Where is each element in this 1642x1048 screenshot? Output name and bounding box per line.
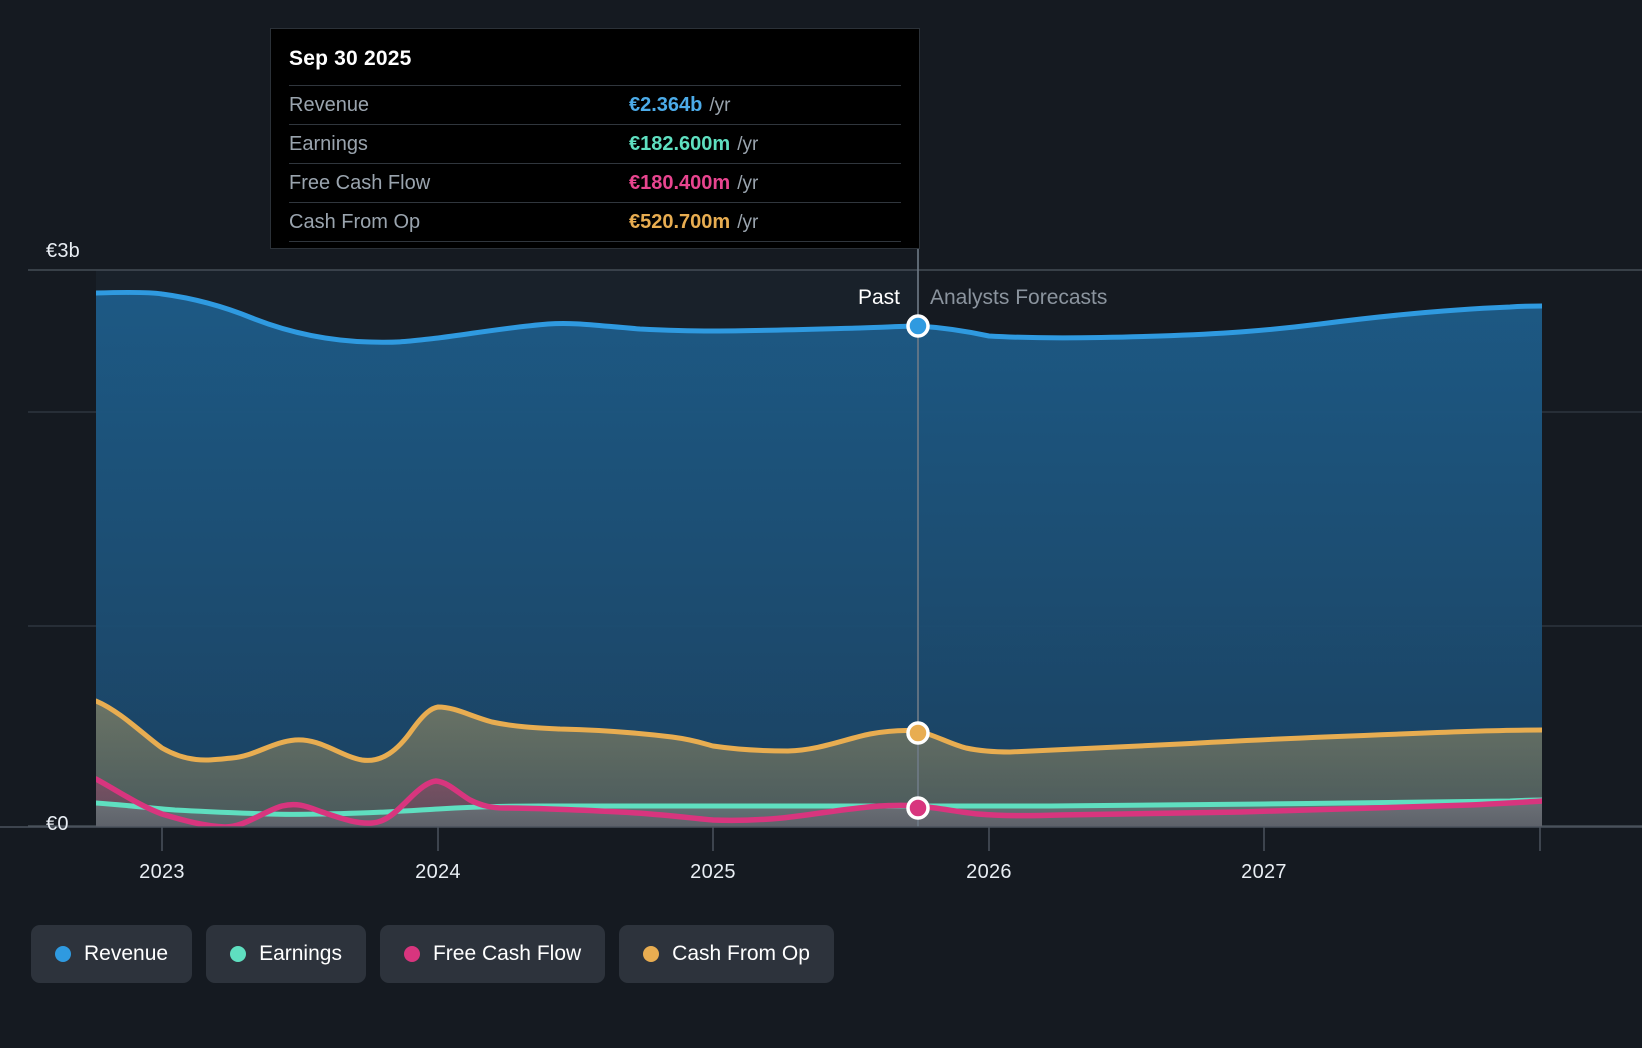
tooltip-label-earnings: Earnings [289,133,368,155]
tooltip-row-earnings: Earnings €182.600m /yr [289,124,901,163]
legend-item-free-cash-flow[interactable]: Free Cash Flow [379,925,606,983]
forecast-band-label: Analysts Forecasts [930,286,1108,309]
tooltip-label-cash-from-op: Cash From Op [289,211,421,233]
y-axis-label-top: €3b [46,240,80,262]
legend-dot-free-cash-flow-icon [403,946,420,962]
tooltip-value-earnings: €182.600m [629,133,731,155]
tooltip-label-revenue: Revenue [289,94,370,116]
x-axis-label-2027: 2027 [1241,861,1287,883]
tooltip-unit-free-cash-flow: /yr [737,173,759,194]
x-axis [0,826,1642,851]
tooltip-date: Sep 30 2025 [289,47,412,70]
legend-dot-revenue-icon [55,946,71,962]
legend-dot-cash-from-op-icon [643,946,660,962]
revenue-line [96,289,1542,345]
tooltip-value-cash-from-op: €520.700m [629,211,731,233]
x-axis-label-2023: 2023 [139,861,185,883]
legend-label-cash-from-op: Cash From Op [672,942,810,965]
x-axis-label-2025: 2025 [690,861,736,883]
tooltip-value-revenue: €2.364b [629,94,703,116]
legend-item-earnings[interactable]: Earnings [206,925,366,983]
cash-from-op-line [96,698,1542,763]
legend-label-free-cash-flow: Free Cash Flow [432,942,582,965]
tooltip-unit-revenue: /yr [709,95,731,116]
legend-dot-earnings-icon [230,946,247,962]
legend-label-earnings: Earnings [259,942,342,965]
tooltip-label-free-cash-flow: Free Cash Flow [289,172,431,194]
tooltip-unit-cash-from-op: /yr [737,212,759,233]
past-band-label: Past [857,286,900,309]
x-axis-label-2026: 2026 [966,861,1012,883]
tooltip-row-revenue: Revenue €2.364b /yr [289,85,901,124]
earnings-line [96,797,1542,817]
revenue-marker[interactable] [906,314,930,338]
chart-legend: Revenue Earnings Free Cash Flow Cash Fro… [31,925,834,983]
free-cash-flow-marker[interactable] [906,796,930,820]
tooltip-row-free-cash-flow: Free Cash Flow €180.400m /yr [289,163,901,202]
legend-item-revenue[interactable]: Revenue [31,925,193,983]
tooltip-unit-earnings: /yr [737,134,759,155]
legend-label-revenue: Revenue [84,942,169,965]
data-tooltip: Sep 30 2025 Revenue €2.364b /yr Earnings… [270,28,920,249]
cash-from-op-marker[interactable] [906,721,930,745]
tooltip-row-cash-from-op: Cash From Op €520.700m /yr [289,202,901,242]
tooltip-value-free-cash-flow: €180.400m [629,172,731,194]
revenue-area [96,292,1542,827]
free-cash-flow-line [96,776,1542,827]
highlight-markers [906,314,930,820]
x-axis-label-2024: 2024 [415,861,461,883]
legend-item-cash-from-op[interactable]: Cash From Op [619,925,834,983]
y-axis-label-zero: €0 [46,813,69,835]
